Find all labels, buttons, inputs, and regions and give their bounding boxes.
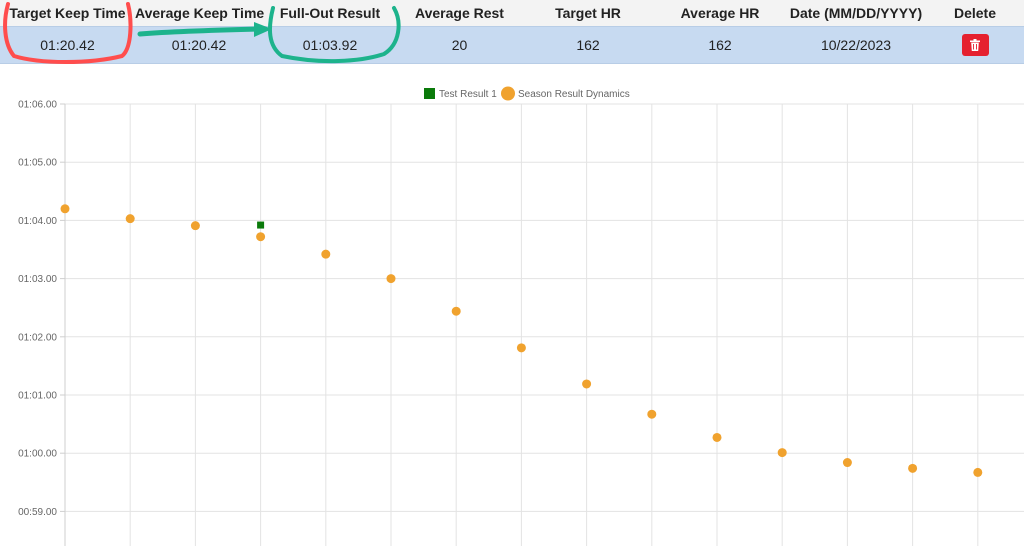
cell-average-rest: 20: [451, 37, 468, 53]
header-average-rest: Average Rest: [415, 5, 504, 21]
results-table: Target Keep Time Average Keep Time Full-…: [0, 0, 1024, 64]
cell-target-keep-time: 01:20.42: [40, 37, 95, 53]
season-result-point[interactable]: [125, 214, 135, 224]
chart-grid: [60, 103, 1024, 546]
header-delete: Delete: [953, 5, 997, 21]
season-result-point[interactable]: [582, 379, 592, 389]
legend-circle-icon: [501, 86, 515, 101]
y-tick-label: 00:59.00: [18, 507, 57, 518]
y-tick-label: 01:00.00: [18, 449, 57, 460]
y-tick-label: 01:03.00: [18, 274, 57, 285]
chart-points: [60, 204, 983, 477]
legend-square-icon: [424, 88, 435, 99]
header-target-hr: Target HR: [555, 5, 621, 21]
season-result-point[interactable]: [60, 204, 70, 214]
season-result-point[interactable]: [451, 306, 461, 316]
y-tick-label: 01:05.00: [18, 158, 57, 169]
cell-delete: [926, 34, 1024, 56]
cell-average-hr: 162: [708, 37, 732, 53]
season-result-point[interactable]: [712, 432, 722, 442]
y-tick-label: 01:01.00: [18, 391, 57, 402]
header-date: Date (MM/DD/YYYY): [789, 5, 923, 21]
header-full-out-result: Full-Out Result: [279, 5, 381, 21]
chart-legend: Test Result 1 Season Result Dynamics: [424, 86, 630, 101]
season-results-chart: 01:06.00 01:05.00 01:04.00 01:03.00 01:02.00…: [18, 86, 1024, 546]
season-result-point[interactable]: [777, 448, 787, 458]
header-target-keep-time: Target Keep Time: [9, 5, 126, 21]
y-tick-label: 01:02.00: [18, 332, 57, 343]
season-result-point[interactable]: [386, 274, 396, 284]
cell-date: 10/22/2023: [820, 37, 892, 53]
season-result-point[interactable]: [321, 249, 331, 259]
delete-button[interactable]: [961, 34, 989, 56]
cell-average-keep-time: 01:20.42: [171, 37, 227, 53]
season-result-point[interactable]: [190, 221, 200, 231]
header-average-hr: Average HR: [680, 5, 760, 21]
legend-label-test-result: Test Result 1: [439, 89, 497, 100]
trash-icon: [970, 39, 980, 51]
legend-label-season-dynamics: Season Result Dynamics: [518, 89, 630, 100]
y-axis-ticks: 01:06.00 01:05.00 01:04.00 01:03.00 01:02.00…: [18, 100, 57, 518]
season-result-point[interactable]: [973, 467, 983, 477]
test-result-point[interactable]: [257, 221, 265, 229]
cell-target-hr: 162: [576, 37, 600, 53]
season-result-point[interactable]: [842, 458, 852, 468]
season-result-point[interactable]: [256, 232, 266, 242]
table-row: 01:20.42 01:20.42 01:03.92 20 162 162 10…: [0, 26, 1024, 64]
season-result-point[interactable]: [516, 343, 526, 353]
y-tick-label: 01:06.00: [18, 100, 57, 111]
season-result-point[interactable]: [908, 463, 918, 473]
table-header: Target Keep Time Average Keep Time Full-…: [0, 0, 1024, 26]
header-average-keep-time: Average Keep Time: [135, 5, 265, 21]
y-tick-label: 01:04.00: [18, 216, 57, 227]
season-result-point[interactable]: [647, 409, 657, 419]
cell-full-out-result: 01:03.92: [302, 37, 358, 53]
